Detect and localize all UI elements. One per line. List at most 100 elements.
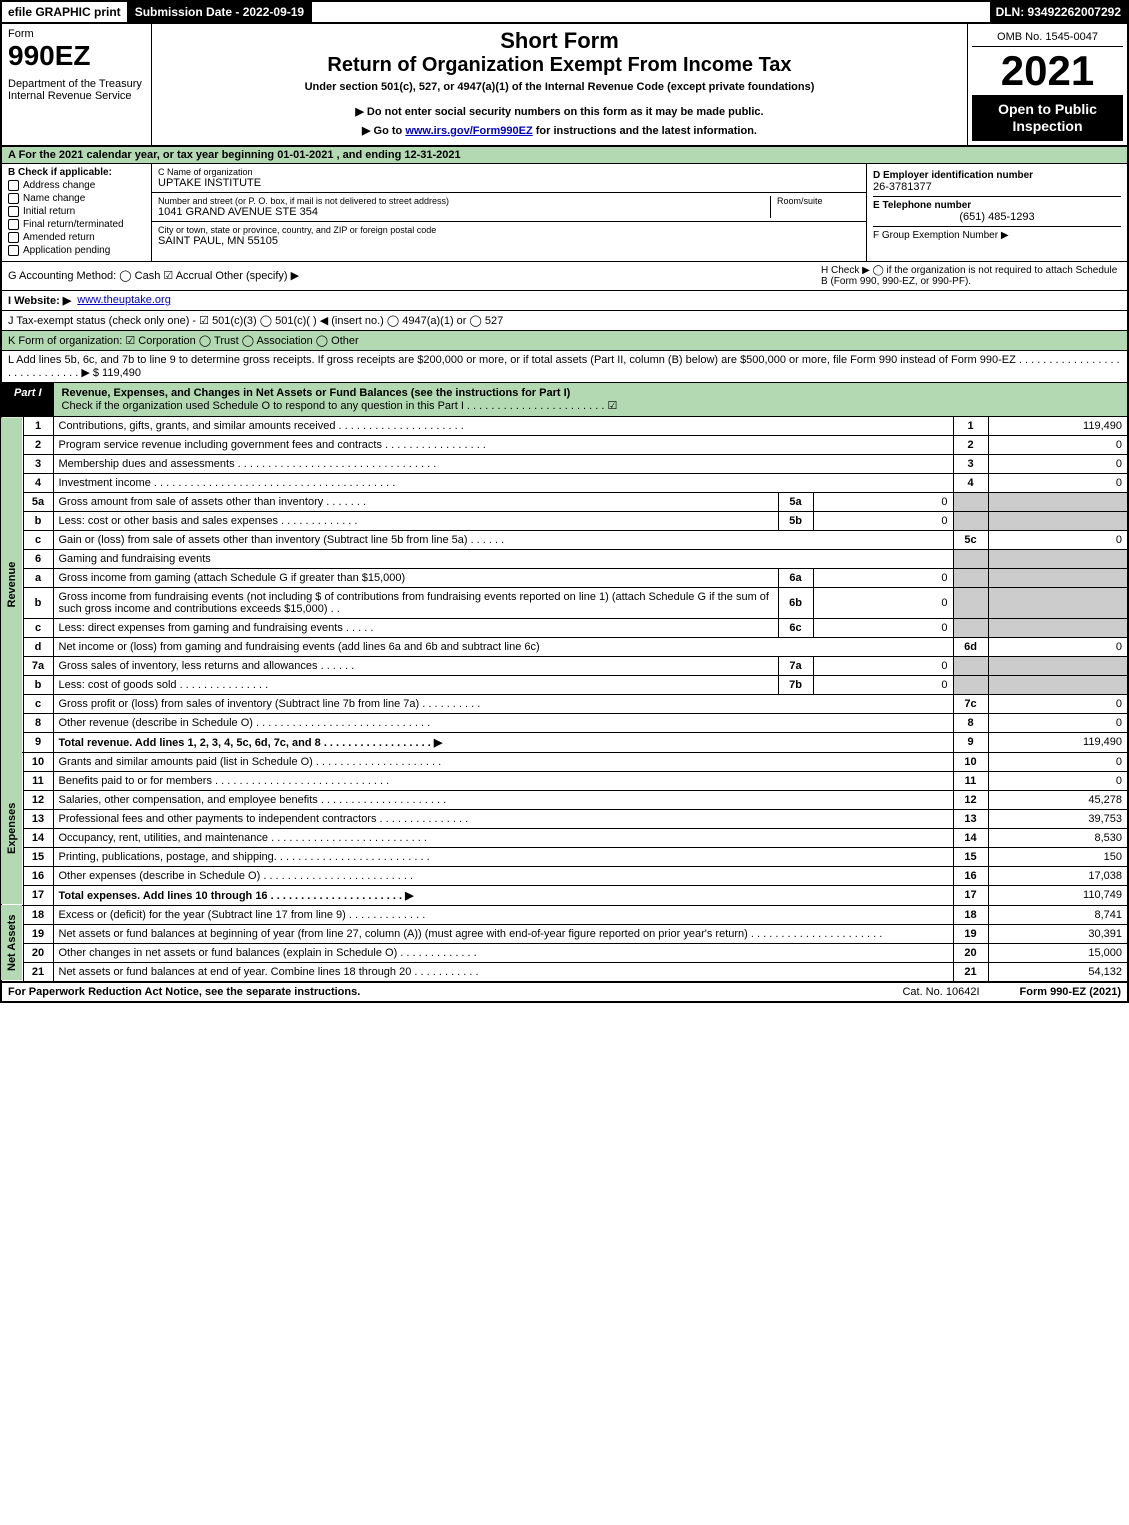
line-desc: Less: cost or other basis and sales expe… [53,511,778,530]
table-row: 17 Total expenses. Add lines 10 through … [1,885,1128,905]
line-num: b [23,587,53,618]
check-application-pending[interactable]: Application pending [8,245,145,256]
label-tel: E Telephone number [873,200,1121,211]
org-name-block: C Name of organization UPTAKE INSTITUTE [152,164,866,193]
grey-cell [988,675,1128,694]
line-amount: 45,278 [988,790,1128,809]
footer-catno: Cat. No. 10642I [902,986,979,998]
ein-block: D Employer identification number 26-3781… [873,167,1121,197]
line-num: c [23,530,53,549]
check-initial-return[interactable]: Initial return [8,206,145,217]
line-amount: 0 [988,435,1128,454]
opt-initial: Initial return [23,206,75,217]
line-desc: Other changes in net assets or fund bala… [53,943,953,962]
line-amount: 119,490 [988,732,1128,752]
line-desc: Printing, publications, postage, and shi… [53,847,953,866]
table-row: 2 Program service revenue including gove… [1,435,1128,454]
line-desc: Other revenue (describe in Schedule O) .… [53,713,953,732]
table-row: 5a Gross amount from sale of assets othe… [1,492,1128,511]
line-num: 21 [23,962,53,981]
line-desc: Net income or (loss) from gaming and fun… [53,637,953,656]
line-num: 19 [23,924,53,943]
line-desc: Gross income from gaming (attach Schedul… [53,568,778,587]
checkbox-icon [8,219,19,230]
header-right: OMB No. 1545-0047 2021 Open to Public In… [967,24,1127,145]
part-i-label: Part I [2,383,54,416]
checkbox-icon [8,180,19,191]
line-ref: 7c [953,694,988,713]
opt-final: Final return/terminated [23,219,124,230]
org-name: UPTAKE INSTITUTE [158,177,860,189]
line-desc: Membership dues and assessments . . . . … [53,454,953,473]
table-row: d Net income or (loss) from gaming and f… [1,637,1128,656]
line-g-h: G Accounting Method: ◯ Cash ☑ Accrual Ot… [0,261,1129,291]
label-org-name: C Name of organization [158,167,860,177]
line-num: 11 [23,771,53,790]
sub-label: 6b [778,587,813,618]
part-i-check: Check if the organization used Schedule … [62,400,618,412]
check-amended-return[interactable]: Amended return [8,232,145,243]
table-row: 4 Investment income . . . . . . . . . . … [1,473,1128,492]
line-amount: 17,038 [988,866,1128,885]
sub-label: 6c [778,618,813,637]
line-num: b [23,511,53,530]
line-num: 2 [23,435,53,454]
opt-address: Address change [23,180,95,191]
irs-link[interactable]: www.irs.gov/Form990EZ [405,125,532,137]
note-ssn: ▶ Do not enter social security numbers o… [162,105,957,118]
revenue-side-label: Revenue [1,417,23,753]
line-desc: Gross profit or (loss) from sales of inv… [53,694,953,713]
short-form-title: Short Form [162,28,957,54]
line-amount: 0 [988,637,1128,656]
line-num: 4 [23,473,53,492]
line-i-label: I Website: ▶ [8,294,71,307]
line-ref: 11 [953,771,988,790]
line-ref: 13 [953,809,988,828]
check-address-change[interactable]: Address change [8,180,145,191]
sub-value: 0 [813,656,953,675]
note-link-suffix: for instructions and the latest informat… [536,125,757,137]
section-c: C Name of organization UPTAKE INSTITUTE … [152,164,867,261]
submission-date: Submission Date - 2022-09-19 [129,2,312,22]
efile-label: efile GRAPHIC print [2,2,129,22]
header-center: Short Form Return of Organization Exempt… [152,24,967,145]
checkbox-icon [8,245,19,256]
form-header: Form 990EZ Department of the Treasury In… [0,24,1129,147]
check-name-change[interactable]: Name change [8,193,145,204]
grey-cell [988,656,1128,675]
check-final-return[interactable]: Final return/terminated [8,219,145,230]
line-ref: 12 [953,790,988,809]
line-num: c [23,694,53,713]
expenses-side-label: Expenses [1,752,23,905]
part-i-title: Revenue, Expenses, and Changes in Net As… [54,383,1127,416]
table-row: a Gross income from gaming (attach Sched… [1,568,1128,587]
table-row: 13 Professional fees and other payments … [1,809,1128,828]
footer-right: Form 990-EZ (2021) [1020,986,1121,998]
lines-table: Revenue 1 Contributions, gifts, grants, … [0,417,1129,982]
grey-cell [953,549,988,568]
footer-left: For Paperwork Reduction Act Notice, see … [8,986,360,998]
line-desc: Total expenses. Add lines 10 through 16 … [53,885,953,905]
line-desc: Less: cost of goods sold . . . . . . . .… [53,675,778,694]
table-row: 14 Occupancy, rent, utilities, and maint… [1,828,1128,847]
city: SAINT PAUL, MN 55105 [158,235,860,247]
line-amount: 0 [988,752,1128,771]
line-num: 5a [23,492,53,511]
table-row: 8 Other revenue (describe in Schedule O)… [1,713,1128,732]
line-desc: Investment income . . . . . . . . . . . … [53,473,953,492]
top-bar: efile GRAPHIC print Submission Date - 20… [0,0,1129,24]
sub-label: 5a [778,492,813,511]
line-g: G Accounting Method: ◯ Cash ☑ Accrual Ot… [8,269,815,282]
line-num: 16 [23,866,53,885]
grey-cell [953,618,988,637]
opt-name: Name change [23,193,85,204]
table-row: 20 Other changes in net assets or fund b… [1,943,1128,962]
line-desc: Gross sales of inventory, less returns a… [53,656,778,675]
website-link[interactable]: www.theuptake.org [77,294,171,306]
line-desc: Total revenue. Add lines 1, 2, 3, 4, 5c,… [53,732,953,752]
line-num: 9 [23,732,53,752]
header-left: Form 990EZ Department of the Treasury In… [2,24,152,145]
grey-cell [953,675,988,694]
table-row: 6 Gaming and fundraising events [1,549,1128,568]
tax-year: 2021 [972,47,1123,95]
